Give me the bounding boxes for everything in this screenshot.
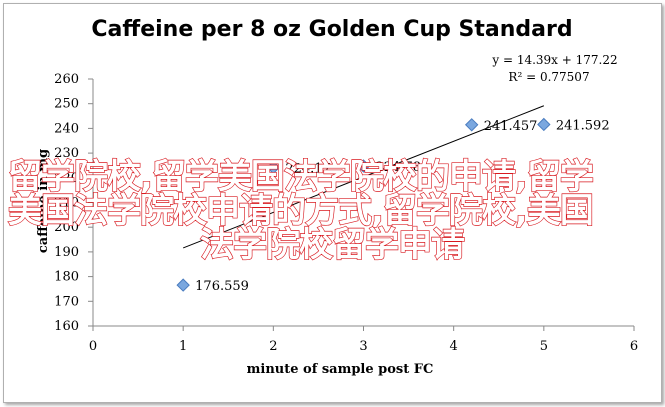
trendline-line bbox=[182, 105, 545, 249]
y-tick-label: 210 bbox=[54, 196, 79, 211]
data-point-label: 241.457 bbox=[484, 119, 538, 134]
data-point-label: 224.78 bbox=[376, 160, 422, 175]
data-point-label: 224.17 bbox=[285, 162, 331, 177]
y-tick-label: 160 bbox=[54, 319, 79, 334]
trendline-r-squared: R² = 0.77507 bbox=[508, 70, 589, 84]
overlay-line-1: 留学院校,留学美国法学院校的申请,留学 bbox=[8, 157, 593, 197]
x-tick-label: 5 bbox=[540, 339, 548, 354]
chart-title: Caffeine per 8 oz Golden Cup Standard bbox=[91, 17, 572, 42]
x-tick-label: 6 bbox=[630, 339, 638, 354]
data-point-label: 241.592 bbox=[556, 118, 610, 133]
data-point-marker bbox=[537, 117, 551, 132]
x-tick-label: 3 bbox=[359, 339, 367, 354]
chart-frame bbox=[3, 3, 662, 403]
data-labels: 176.559 224.17 224.78 241.457 241.592 bbox=[195, 118, 609, 294]
x-tick-label: 2 bbox=[269, 339, 277, 354]
data-point-marker bbox=[266, 160, 281, 175]
data-point-marker bbox=[356, 159, 371, 173]
y-tick-label: 180 bbox=[54, 270, 79, 285]
x-tick-label: 4 bbox=[450, 339, 458, 354]
data-point-marker bbox=[176, 278, 190, 292]
y-tick-label: 250 bbox=[54, 97, 79, 112]
y-tick-label: 230 bbox=[54, 146, 79, 161]
y-tick-label: 220 bbox=[54, 171, 79, 186]
data-point-label: 176.559 bbox=[195, 279, 249, 294]
overlay-line-3: 法学院校留学申请 bbox=[200, 225, 465, 265]
y-tick-label: 170 bbox=[54, 294, 79, 309]
y-tick-label: 200 bbox=[54, 220, 79, 235]
data-point-marker bbox=[464, 118, 479, 132]
trendline bbox=[182, 105, 545, 249]
y-tick-labels: 160 170 180 190 200 210 220 230 240 250 260 bbox=[54, 72, 79, 334]
x-tick-label: 1 bbox=[179, 339, 187, 354]
x-axis-title: minute of sample post FC bbox=[247, 362, 434, 377]
x-tick-labels: 0 1 2 3 4 5 6 bbox=[89, 339, 638, 354]
trendline-equation: y = 14.39x + 177.22 bbox=[491, 53, 617, 67]
y-tick-label: 260 bbox=[54, 72, 79, 87]
data-points bbox=[176, 117, 551, 292]
axes bbox=[88, 78, 635, 331]
y-axis-title: caffeine in mg bbox=[36, 149, 51, 253]
watermark-overlay: 留学院校,留学美国法学院校的申请,留学 美国法学院校申请的方式,留学院校,美国 … bbox=[7, 156, 594, 265]
x-tick-label: 0 bbox=[89, 339, 97, 354]
y-tick-label: 190 bbox=[54, 245, 79, 260]
y-tick-label: 240 bbox=[54, 121, 79, 136]
overlay-line-2: 美国法学院校申请的方式,留学院校,美国 bbox=[8, 191, 593, 231]
